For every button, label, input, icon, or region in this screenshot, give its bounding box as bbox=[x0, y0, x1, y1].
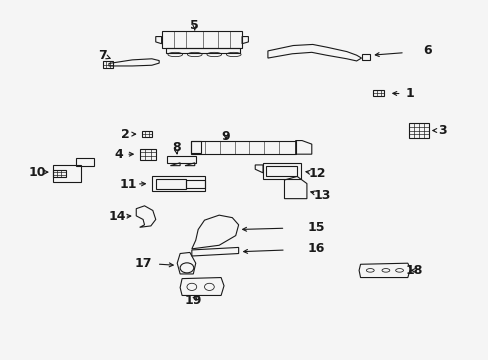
Text: 10: 10 bbox=[28, 166, 46, 179]
Text: 7: 7 bbox=[98, 49, 106, 62]
Text: 1: 1 bbox=[405, 87, 414, 100]
Text: 8: 8 bbox=[172, 141, 180, 154]
Text: 9: 9 bbox=[221, 130, 230, 143]
Text: 17: 17 bbox=[134, 257, 151, 270]
Text: 14: 14 bbox=[109, 210, 126, 223]
Text: 5: 5 bbox=[190, 19, 199, 32]
Text: 15: 15 bbox=[307, 221, 325, 234]
Text: 6: 6 bbox=[422, 44, 431, 57]
Text: 13: 13 bbox=[313, 189, 330, 202]
Text: 4: 4 bbox=[114, 148, 123, 161]
Text: 11: 11 bbox=[120, 178, 137, 191]
Text: 19: 19 bbox=[184, 294, 202, 307]
Text: 2: 2 bbox=[121, 127, 129, 141]
Text: 3: 3 bbox=[437, 124, 446, 137]
Text: 16: 16 bbox=[307, 242, 325, 255]
Text: 18: 18 bbox=[405, 264, 422, 277]
Text: 12: 12 bbox=[308, 167, 325, 180]
